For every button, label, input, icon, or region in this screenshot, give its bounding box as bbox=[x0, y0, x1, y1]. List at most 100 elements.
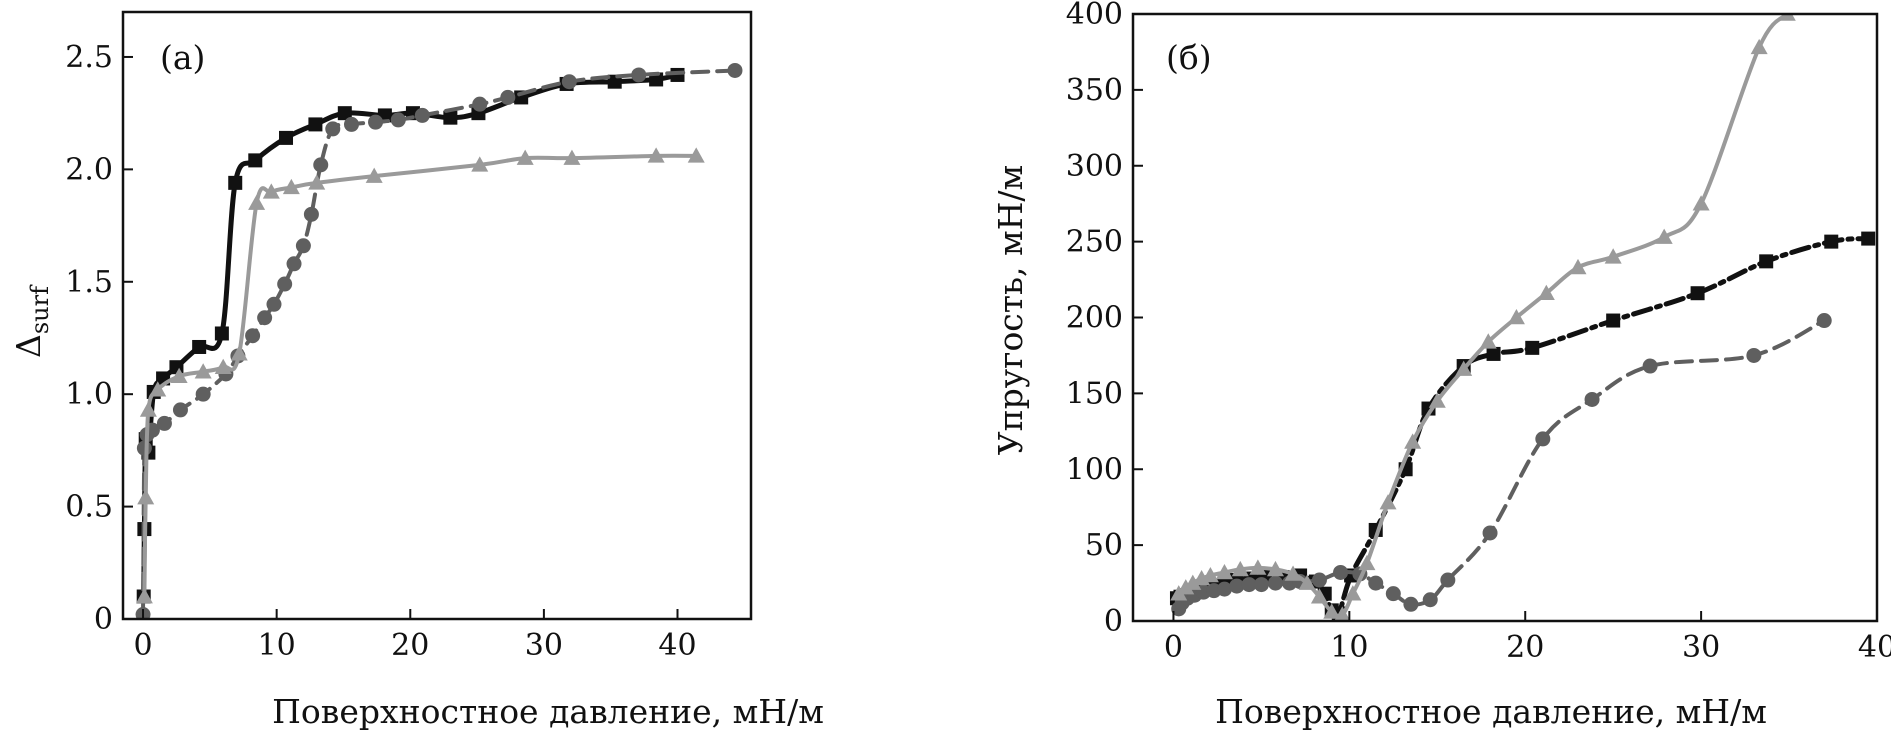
data-point-squares bbox=[1824, 234, 1839, 249]
data-point-circles bbox=[1267, 575, 1283, 591]
data-point-triangles bbox=[1379, 494, 1397, 510]
data-point-triangles bbox=[1215, 563, 1233, 580]
y-tick-label: 2.5 bbox=[65, 40, 113, 75]
data-point-triangles bbox=[647, 147, 665, 163]
data-point-circles bbox=[156, 415, 172, 431]
data-point-squares bbox=[228, 175, 243, 190]
data-point-circles bbox=[414, 107, 430, 123]
data-point-circles bbox=[1535, 431, 1551, 447]
x-axis-title: Поверхностное давление, мН/м bbox=[1215, 692, 1767, 731]
data-point-triangles bbox=[1404, 433, 1422, 449]
data-point-circles bbox=[136, 440, 152, 456]
data-point-triangles bbox=[1310, 588, 1328, 604]
y-tick-label: 50 bbox=[1085, 528, 1123, 563]
x-tick-label: 40 bbox=[1858, 630, 1891, 665]
data-point-triangles bbox=[170, 367, 188, 383]
data-point-circles bbox=[172, 402, 188, 418]
x-tick-label: 30 bbox=[525, 628, 563, 663]
data-point-triangles bbox=[137, 489, 155, 505]
y-tick-label: 0 bbox=[94, 602, 113, 637]
series-line bbox=[141, 68, 737, 617]
data-point-squares bbox=[1690, 286, 1705, 301]
data-point-triangles bbox=[1284, 565, 1302, 581]
series-circles bbox=[1171, 313, 1832, 617]
y-tick-label: 0 bbox=[1104, 604, 1123, 639]
data-point-squares bbox=[1759, 254, 1774, 269]
data-point-circles bbox=[1311, 572, 1327, 588]
data-point-circles bbox=[1746, 347, 1762, 363]
y-tick-label: 200 bbox=[1066, 301, 1123, 336]
data-point-squares bbox=[192, 339, 207, 354]
data-point-circles bbox=[631, 67, 647, 83]
data-point-triangles bbox=[1334, 606, 1351, 621]
data-point-circles bbox=[343, 116, 359, 132]
data-point-squares bbox=[1525, 340, 1540, 355]
data-point-triangles bbox=[1184, 574, 1202, 590]
x-tick-label: 0 bbox=[1164, 630, 1183, 665]
data-point-squares bbox=[337, 106, 352, 121]
data-point-circles bbox=[303, 206, 319, 222]
y-tick-label: 250 bbox=[1066, 225, 1123, 260]
data-point-triangles bbox=[139, 401, 157, 417]
y-axis-title: Δsurf bbox=[9, 284, 54, 358]
data-point-squares bbox=[214, 326, 229, 341]
x-axis-title: Поверхностное давление, мН/м bbox=[272, 692, 824, 731]
data-point-circles bbox=[1403, 596, 1419, 612]
y-tick-label: 100 bbox=[1066, 452, 1123, 487]
data-point-triangles bbox=[1428, 392, 1446, 408]
data-point-circles bbox=[1422, 592, 1438, 608]
x-tick-label: 20 bbox=[391, 628, 429, 663]
series-triangles bbox=[1170, 13, 1796, 621]
data-point-squares bbox=[308, 117, 323, 132]
data-point-triangles bbox=[1692, 195, 1710, 211]
data-point-circles bbox=[1333, 564, 1349, 580]
y-tick-label: 1.5 bbox=[65, 265, 113, 300]
data-point-triangles bbox=[365, 167, 383, 183]
y-tick-label: 400 bbox=[1066, 0, 1123, 32]
data-point-circles bbox=[245, 328, 261, 344]
panel-label: (б) bbox=[1166, 38, 1212, 77]
data-point-triangles bbox=[1298, 574, 1316, 590]
data-point-circles bbox=[195, 386, 211, 402]
data-point-circles bbox=[390, 112, 406, 128]
data-point-triangles bbox=[687, 147, 705, 163]
y-tick-label: 1.0 bbox=[65, 377, 113, 412]
series-triangles bbox=[135, 147, 705, 604]
data-point-squares bbox=[1861, 231, 1876, 246]
x-tick-label: 40 bbox=[658, 628, 696, 663]
data-point-triangles bbox=[1266, 560, 1284, 577]
data-point-circles bbox=[1584, 391, 1600, 407]
data-point-circles bbox=[500, 89, 516, 105]
data-point-triangles bbox=[471, 156, 489, 172]
plot-area: 0 10 20 30 40 0 0.5 1.0 1.5 2.0 2.5 bbox=[65, 10, 753, 663]
x-tick-label: 0 bbox=[133, 628, 152, 663]
data-point-circles bbox=[1385, 586, 1401, 602]
data-point-circles bbox=[266, 296, 282, 312]
y-tick-label: 150 bbox=[1066, 376, 1123, 411]
series-circles bbox=[135, 62, 743, 619]
x-tick-label: 30 bbox=[1682, 630, 1720, 665]
data-point-triangles bbox=[1750, 38, 1768, 55]
data-point-circles bbox=[325, 121, 341, 137]
data-point-circles bbox=[1368, 575, 1384, 591]
data-point-triangles bbox=[1507, 309, 1525, 325]
series-group bbox=[135, 62, 743, 619]
data-point-circles bbox=[368, 114, 384, 130]
chart-panel-a: (a) Поверхностное давление, мН/м Δsurf 0… bbox=[9, 10, 824, 731]
x-tick-label: 20 bbox=[1506, 630, 1544, 665]
data-point-circles bbox=[1241, 577, 1257, 593]
data-point-triangles bbox=[262, 183, 280, 199]
data-point-circles bbox=[313, 157, 329, 173]
series-line bbox=[1174, 236, 1871, 619]
y-tick-label: 2.0 bbox=[65, 152, 113, 187]
y-tick-label: 300 bbox=[1066, 149, 1123, 184]
data-point-triangles bbox=[1231, 560, 1249, 577]
plot-frame bbox=[1131, 12, 1879, 623]
data-point-circles bbox=[1229, 578, 1245, 594]
data-point-triangles bbox=[149, 381, 167, 397]
y-tick-label: 350 bbox=[1066, 73, 1123, 108]
data-point-triangles bbox=[1358, 554, 1376, 571]
data-point-circles bbox=[257, 310, 273, 326]
data-point-triangles bbox=[1479, 333, 1497, 349]
